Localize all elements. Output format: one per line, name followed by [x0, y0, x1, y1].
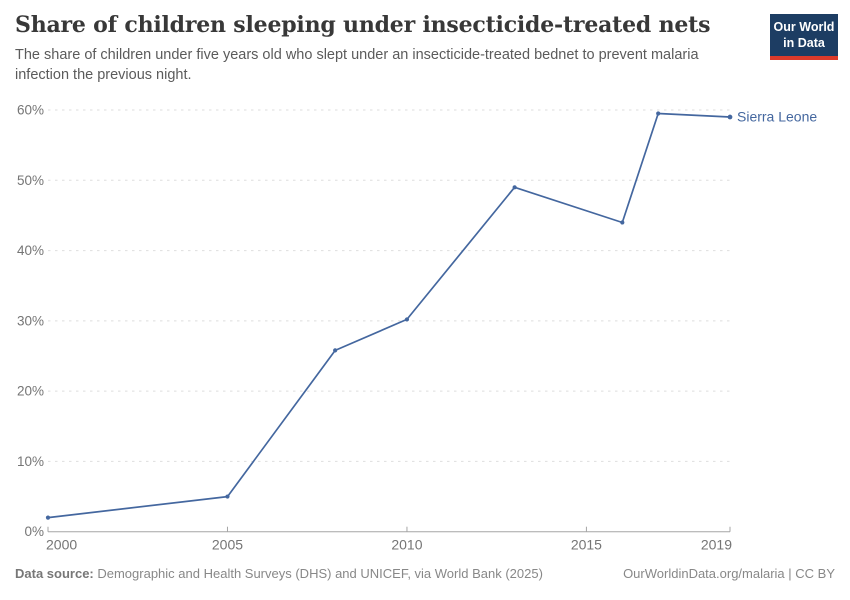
chart-header: Share of children sleeping under insecti…	[15, 12, 835, 86]
owid-logo-line1: Our World	[773, 20, 835, 34]
series-line-sierra-leone[interactable]	[47, 112, 731, 519]
x-axis-tick-label: 2015	[571, 537, 602, 553]
data-point[interactable]	[404, 317, 410, 322]
series-label-sierra-leone[interactable]: Sierra Leone	[737, 109, 817, 125]
owid-logo-line2: in Data	[783, 36, 825, 51]
owid-logo: Our World in Data	[770, 14, 838, 60]
x-axis-tick-label: 2000	[46, 537, 77, 553]
y-axis-tick-label: 10%	[17, 454, 44, 469]
x-axis-tick-label: 2005	[212, 537, 243, 553]
y-axis-tick-label: 30%	[17, 313, 44, 328]
data-point[interactable]	[727, 114, 733, 120]
data-source: Data source: Demographic and Health Surv…	[15, 566, 543, 581]
data-point[interactable]	[225, 494, 230, 499]
data-point[interactable]	[656, 111, 661, 116]
x-axis-tick-label: 2010	[391, 537, 422, 553]
y-axis-tick-label: 60%	[17, 103, 44, 118]
line-chart[interactable]: 0% 10% 20% 30% 40% 50% 60% 2000 2005 2010 2015 2019…	[0, 90, 850, 560]
page-title: Share of children sleeping under insecti…	[15, 12, 711, 38]
data-source-text: Demographic and Health Surveys (DHS) and…	[93, 566, 543, 581]
data-point[interactable]	[620, 220, 625, 225]
data-point[interactable]	[512, 185, 517, 190]
data-source-label: Data source:	[15, 566, 94, 581]
data-point[interactable]	[333, 348, 338, 353]
chart-subtitle: The share of children under five years o…	[15, 47, 699, 83]
x-axis-tick-label: 2019	[701, 537, 732, 553]
chart-footer: Data source: Demographic and Health Surv…	[15, 566, 835, 581]
data-point[interactable]	[45, 515, 51, 520]
y-axis-tick-label: 50%	[17, 173, 44, 188]
y-axis-tick-label: 20%	[17, 384, 44, 399]
y-axis-tick-label: 0%	[24, 524, 44, 539]
y-axis-tick-label: 40%	[17, 243, 44, 258]
attribution: OurWorldinData.org/malaria | CC BY	[623, 566, 835, 581]
chart-area[interactable]: 0% 10% 20% 30% 40% 50% 60% 2000 2005 2010 2015 2019…	[0, 90, 850, 560]
